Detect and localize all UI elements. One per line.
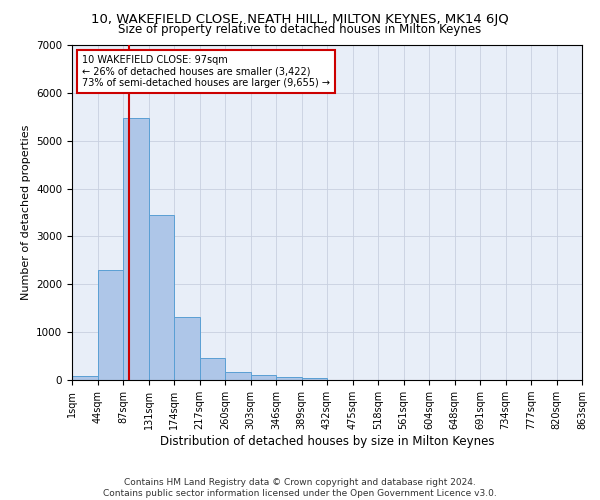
Text: 10 WAKEFIELD CLOSE: 97sqm
← 26% of detached houses are smaller (3,422)
73% of se: 10 WAKEFIELD CLOSE: 97sqm ← 26% of detac…: [82, 55, 330, 88]
Bar: [72, 376, 97, 380]
X-axis label: Distribution of detached houses by size in Milton Keynes: Distribution of detached houses by size …: [160, 435, 494, 448]
Bar: [276, 377, 302, 380]
Bar: [174, 317, 199, 380]
Bar: [302, 378, 327, 380]
Y-axis label: Number of detached properties: Number of detached properties: [20, 125, 31, 300]
Bar: [97, 270, 123, 380]
Bar: [199, 358, 225, 380]
Text: Contains HM Land Registry data © Crown copyright and database right 2024.
Contai: Contains HM Land Registry data © Crown c…: [103, 478, 497, 498]
Bar: [251, 376, 276, 380]
Text: Size of property relative to detached houses in Milton Keynes: Size of property relative to detached ho…: [118, 22, 482, 36]
Bar: [225, 372, 251, 380]
Bar: [123, 118, 149, 380]
Bar: [149, 215, 174, 380]
Text: 10, WAKEFIELD CLOSE, NEATH HILL, MILTON KEYNES, MK14 6JQ: 10, WAKEFIELD CLOSE, NEATH HILL, MILTON …: [91, 12, 509, 26]
